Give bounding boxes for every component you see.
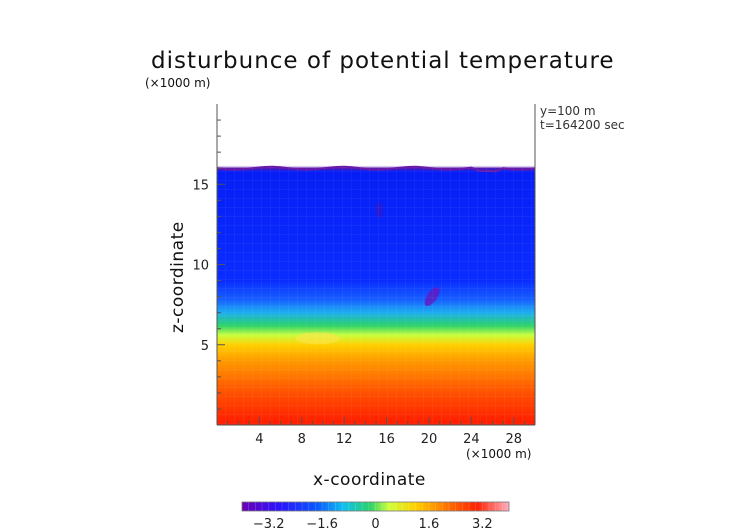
colorbar-tick-label: 0 <box>371 517 379 532</box>
chart-annotations: y=100 m t=164200 sec <box>540 104 625 132</box>
x-tick-label: 24 <box>463 432 480 447</box>
x-axis-title: x-coordinate <box>313 470 426 490</box>
x-axis-ticks: 4 8 12 16 20 24 28 <box>227 417 525 447</box>
colorbar-tick-label: 1.6 <box>419 517 440 532</box>
colorbar: −3.2 −1.6 0 1.6 3.2 <box>241 501 510 532</box>
plot-area <box>216 104 536 426</box>
chart-scale-label: (×1000 m) <box>145 76 211 90</box>
x-axis-unit: (×1000 m) <box>466 447 532 461</box>
x-tick-label: 28 <box>506 432 523 447</box>
annotation-time: t=164200 sec <box>540 118 625 132</box>
y-tick-label: 5 <box>201 339 209 354</box>
x-tick-label: 16 <box>378 432 395 447</box>
y-axis-ticks: 5 10 15 <box>192 119 225 410</box>
y-axis-title: z-coordinate <box>168 221 188 333</box>
y-tick-label: 15 <box>192 178 209 193</box>
x-tick-label: 20 <box>421 432 438 447</box>
x-tick-label: 4 <box>255 432 263 447</box>
annotation-y: y=100 m <box>540 104 596 118</box>
colorbar-tick-label: −1.6 <box>306 517 338 532</box>
chart-title: disturbunce of potential temperature <box>151 48 615 74</box>
colorbar-fill <box>241 501 510 512</box>
y-tick-label: 10 <box>192 259 209 274</box>
contour-texture <box>217 168 535 425</box>
colorbar-tick-label: −3.2 <box>253 517 285 532</box>
x-tick-label: 8 <box>298 432 306 447</box>
colorbar-tick-label: 3.2 <box>472 517 493 532</box>
x-tick-label: 12 <box>336 432 353 447</box>
